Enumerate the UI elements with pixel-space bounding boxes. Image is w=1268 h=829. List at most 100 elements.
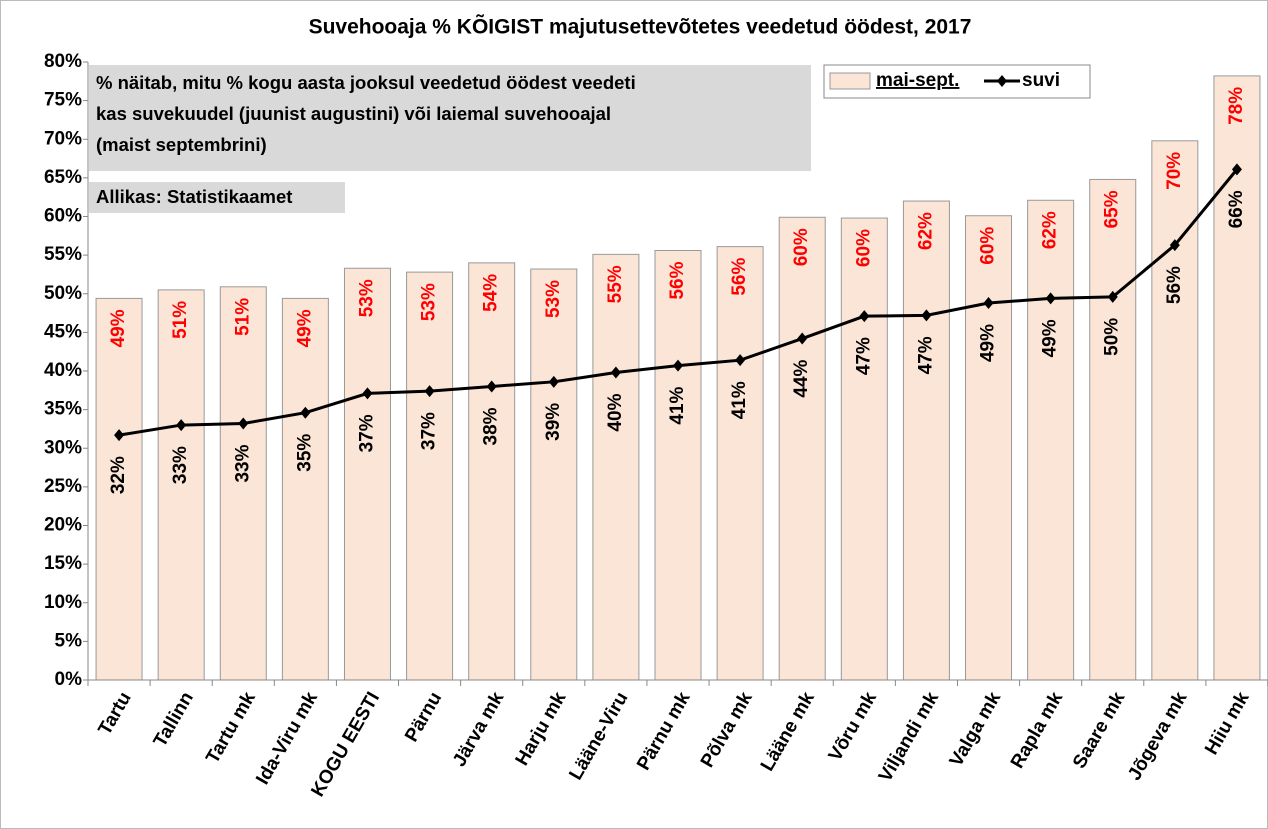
marker [921,309,932,322]
value-label: 56% [729,258,750,296]
y-tick-label: 80% [44,51,82,72]
y-tick-label: 30% [44,437,82,458]
y-tick-label: 40% [44,360,82,381]
bar [716,246,764,681]
marker [859,310,870,323]
value-label: 65% [1102,190,1123,228]
bar [343,267,391,681]
marker [362,387,373,400]
annotation-box [89,65,811,171]
y-tick-label: 15% [44,553,82,574]
bar [468,262,516,681]
marker [300,406,311,419]
bar [219,286,267,681]
bar [95,297,143,681]
marker [735,354,746,367]
bar [778,216,826,681]
y-tick-label: 5% [55,630,83,651]
marker [424,385,435,398]
value-label: 33% [170,446,191,484]
annotation: % näitab, mitu % kogu aasta jooksul veed… [96,72,636,93]
bar [157,289,205,681]
value-label: 41% [729,381,750,419]
value-label: 33% [232,444,253,482]
bar [1151,140,1199,681]
value-label: 40% [605,393,626,431]
value-label: 54% [481,274,502,312]
marker [238,417,249,430]
legend-label: mai-sept. [876,70,959,91]
value-label: 60% [791,228,812,266]
y-tick-label: 0% [55,669,83,690]
value-label: 53% [543,280,564,318]
y-tick-label: 35% [44,399,82,420]
value-label: 55% [605,265,626,303]
value-label: 60% [853,229,874,267]
value-label: 62% [915,212,936,250]
value-label: 44% [791,359,812,397]
value-label: 32% [108,456,129,494]
marker [610,366,621,379]
bar [902,200,950,681]
marker [797,332,808,345]
legend-swatch [829,72,871,90]
y-tick-label: 50% [44,283,82,304]
y-tick-label: 70% [44,128,82,149]
value-label: 56% [667,261,688,299]
annotation: (maist septembrini) [96,134,267,155]
bar [1089,178,1137,681]
bar [281,297,329,681]
legend-marker [997,75,1007,87]
marker [1231,163,1242,176]
bar [654,249,702,681]
bar [1027,199,1075,681]
marker [114,429,125,442]
marker [1107,290,1118,303]
chart-title: Suvehooaja % KÕIGIST majutusettevõtetes … [309,15,972,39]
legend-label: suvi [1022,70,1060,91]
y-tick-label: 10% [44,592,82,613]
value-label: 41% [667,386,688,424]
value-label: 35% [294,434,315,472]
value-label: 49% [978,324,999,362]
value-label: 51% [170,301,191,339]
value-label: 49% [1040,319,1061,357]
value-label: 60% [978,227,999,265]
marker [673,359,683,372]
bar [530,268,578,681]
y-tick-label: 45% [44,321,82,342]
source-box [89,182,345,213]
value-label: 47% [853,337,874,375]
annotation: kas suvekuudel (juunist augustini) või l… [96,103,611,124]
y-tick-label: 25% [44,476,82,497]
marker [176,419,187,432]
source-note: Allikas: Statistikaamet [96,186,292,207]
bar [1213,75,1261,681]
marker [548,375,559,388]
marker [486,380,497,393]
marker [983,297,994,310]
value-label: 39% [543,403,564,441]
value-label: 70% [1164,152,1185,190]
value-label: 38% [481,407,502,445]
value-label: 53% [419,283,440,321]
value-label: 62% [1040,211,1061,249]
value-label: 50% [1102,318,1123,356]
y-tick-label: 60% [44,206,82,227]
value-label: 49% [294,309,315,347]
y-tick-label: 55% [44,244,82,265]
marker [1045,292,1056,305]
bar [406,271,454,681]
value-label: 78% [1226,87,1247,125]
value-label: 37% [419,412,440,450]
marker [1169,239,1180,252]
value-label: 66% [1226,190,1247,228]
value-label: 47% [915,336,936,374]
bar [965,215,1013,681]
value-label: 49% [108,309,129,347]
value-label: 53% [356,279,377,317]
value-label: 51% [232,298,253,336]
bar [840,217,888,681]
bar [592,253,640,681]
